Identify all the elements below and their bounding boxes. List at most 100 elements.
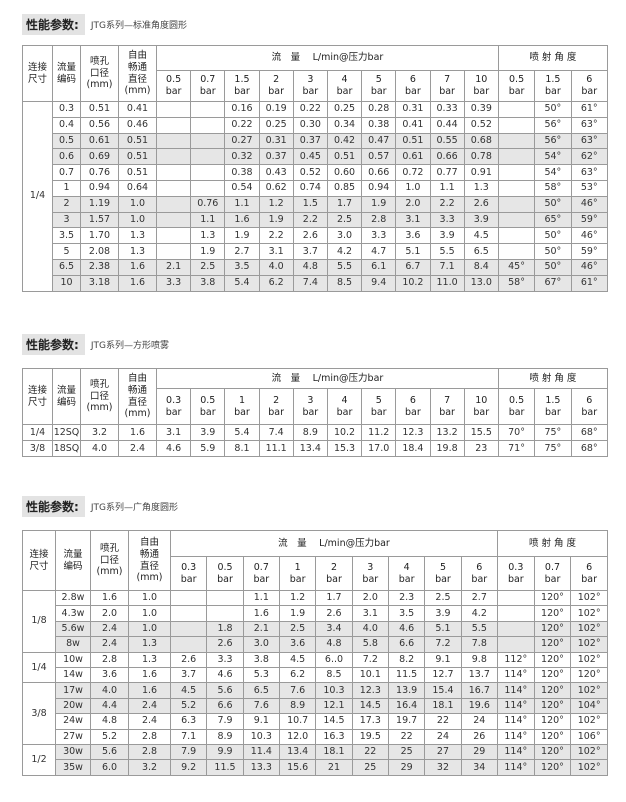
data-cell: 3.0 (242, 636, 280, 653)
pressure-value: 0.3 (181, 561, 197, 573)
pressure-cell: 1.5 bar (534, 388, 572, 425)
data-cell: 19.6 (460, 697, 499, 715)
data-row: 8w 2.4 1.3 2.6 3.0 3.6 4.8 5.8 6.6 7.2 7.8 120° 102° (23, 636, 608, 653)
data-cell: 24w (55, 713, 91, 730)
data-cell: 46° (570, 195, 608, 213)
data-cell (497, 589, 535, 607)
data-cell: 18SQ (52, 440, 81, 457)
data-cell: 1.9 (361, 195, 397, 213)
data-cell: 0.42 (326, 132, 363, 150)
data-cell: 1.8 (206, 620, 244, 638)
data-cell: 3.5 (387, 605, 426, 622)
data-cell: 9.9 (206, 743, 244, 761)
header-cell: 喷 射 角 度 (497, 45, 608, 71)
data-cell: 3.3 (429, 211, 465, 229)
data-cell: 0.94 (80, 179, 119, 197)
data-cell (169, 620, 208, 638)
pressure-cell: 5 bar (424, 556, 462, 591)
spec-table: 连接 尺寸 流量 编码 喷孔 口径 (mm) 自由 畅通 直径 (mm) 流 量 L/m… (22, 368, 608, 457)
pressure-value: 5 (439, 561, 446, 573)
header-cell: 流量 编码 (55, 530, 91, 591)
data-cell: 12SQ (52, 424, 81, 441)
pressure-value: 0.7 (544, 561, 561, 573)
data-cell: 7.8 (460, 636, 499, 653)
data-cell: 2.8 (128, 728, 171, 745)
data-cell: 0.57 (361, 148, 397, 166)
data-cell: 3.8 (190, 274, 226, 292)
pressure-unit: bar (370, 406, 387, 418)
data-cell: 7.4 (292, 274, 328, 292)
section-subtitle: JTG系列—广角度圆形 (90, 502, 178, 513)
data-cell: 8.2 (387, 651, 426, 668)
data-cell: 6.5 (242, 682, 280, 699)
data-cell: 0.56 (80, 116, 119, 134)
data-cell: 7.2 (351, 651, 389, 668)
size-cell: 3/8 (22, 440, 53, 457)
data-cell: 15.6 (278, 759, 317, 776)
data-cell: 120° (533, 620, 572, 638)
data-cell (206, 605, 244, 622)
data-cell: 17.3 (351, 713, 389, 730)
data-cell: 23 (463, 440, 499, 457)
data-cell (169, 605, 208, 622)
data-cell: 22 (351, 743, 389, 761)
data-cell: 1.0 (128, 605, 171, 622)
data-cell: 0.6 (52, 148, 81, 166)
data-cell: 102° (570, 713, 608, 730)
pressure-unit: bar (234, 406, 250, 418)
header-cell: 流 量 L/min@压力bar (170, 530, 498, 557)
data-cell: 1.6 (118, 274, 157, 292)
data-cell: 16.7 (460, 682, 499, 699)
data-cell (497, 164, 536, 181)
data-cell (155, 164, 192, 181)
data-cell: 8.5 (326, 274, 363, 292)
pressure-value: 1.5 (234, 74, 250, 86)
data-cell: 1.6 (90, 589, 129, 607)
data-cell: 2.8 (90, 651, 129, 668)
header-row: 连接 尺寸 流量 编码 喷孔 口径 (mm) 自由 畅通 直径 (mm) 流 量 L/m… (22, 45, 608, 102)
data-cell: 4.2 (460, 605, 499, 622)
data-cell: 0.72 (395, 164, 431, 181)
pressure-value: 7 (444, 394, 451, 406)
data-cell: 12.3 (351, 682, 389, 699)
pressure-value: 1 (238, 394, 245, 406)
data-cell: 120° (533, 636, 572, 653)
pressure-cell: 0.7 bar (190, 70, 226, 102)
pressure-cell: 0.3 bar (155, 388, 192, 425)
data-cell: 4.7 (361, 243, 397, 260)
pressure-cell: 0.5 bar (155, 70, 192, 102)
data-row: 1 0.94 0.64 0.54 0.62 0.74 0.85 0.94 1.0 1.1 1.3 58… (23, 179, 608, 197)
data-cell: 2.4 (118, 440, 157, 457)
pressure-unit: bar (508, 86, 525, 97)
data-cell (190, 116, 226, 134)
data-cell: 2.2 (258, 227, 294, 245)
data-cell (155, 227, 192, 245)
header-row: 0.5 bar 0.7 bar 1.5 bar 2 bar 3 bar 4 bar 5 bar 6 bar 7 b… (23, 70, 608, 102)
data-cell: 0.69 (80, 148, 119, 166)
pressure-cell: 6 bar (570, 556, 608, 591)
pressure-cell: 7 bar (429, 70, 465, 102)
data-cell: 0.60 (326, 164, 363, 181)
data-cell: 2.7 (460, 589, 499, 607)
data-cell: 29 (460, 743, 499, 761)
data-cell: 8.9 (278, 697, 317, 715)
data-cell: 13.0 (463, 274, 499, 292)
data-cell: 0.52 (292, 164, 328, 181)
data-cell: 22 (387, 728, 426, 745)
data-cell: 0.78 (463, 148, 499, 166)
data-cell: 102° (570, 651, 608, 668)
data-cell: 10.2 (326, 424, 363, 441)
header-cell: 流量 编码 (52, 45, 81, 102)
data-cell: 46° (570, 227, 608, 245)
data-cell: 63° (570, 164, 608, 181)
data-cell: 8.1 (224, 440, 260, 457)
data-cell: 0.51 (118, 164, 157, 181)
data-cell: 2.2 (292, 211, 328, 229)
data-cell: 15.3 (326, 440, 363, 457)
data-row: 5 2.08 1.3 1.9 2.7 3.1 3.7 4.2 4.7 5.1 5.5 6.5 50° 59… (23, 243, 608, 260)
data-cell: 8w (55, 636, 91, 653)
data-cell: 4.6 (206, 666, 244, 684)
data-cell: 67° (534, 274, 572, 292)
data-cell: 4.5 (278, 651, 317, 668)
data-cell: 0.61 (395, 148, 431, 166)
